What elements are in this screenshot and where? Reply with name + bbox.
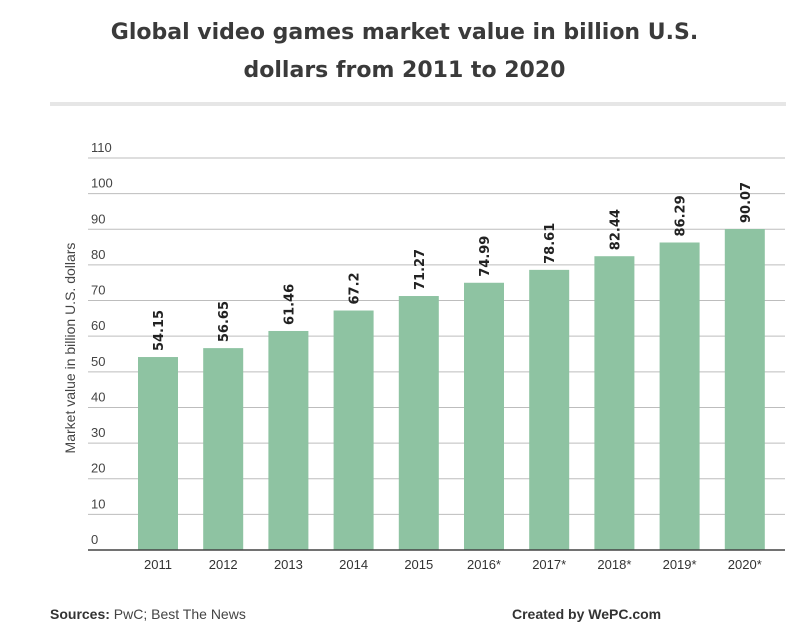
chart-title-line-2: dollars from 2011 to 2020 — [243, 58, 566, 83]
y-tick-label: 80 — [91, 247, 105, 262]
bar — [268, 330, 309, 550]
bar-value-label: 78.61 — [543, 223, 558, 264]
bar — [529, 269, 570, 550]
y-tick-label: 30 — [91, 425, 105, 440]
bar-value-label: 71.27 — [413, 249, 428, 290]
created-by-credit: Created by WePC.com — [512, 606, 662, 622]
sources-note: Sources: PwC; Best The News — [50, 606, 246, 622]
bar — [659, 242, 700, 550]
bar — [464, 282, 504, 550]
y-tick-label: 90 — [91, 211, 105, 226]
x-tick-label: 2014 — [339, 557, 368, 572]
y-tick-label: 100 — [91, 176, 113, 191]
x-tick-label: 2017* — [532, 557, 566, 572]
bar — [203, 348, 244, 550]
title-divider — [50, 102, 786, 106]
x-tick-label: 2016* — [467, 557, 501, 572]
bar-value-label: 82.44 — [608, 209, 623, 250]
y-tick-label: 50 — [91, 354, 105, 369]
x-tick-label: 2015 — [404, 557, 433, 572]
chart-title: Global video games market value in billi… — [0, 14, 809, 90]
y-tick-label: 0 — [91, 532, 98, 547]
bar-value-label: 74.99 — [478, 236, 493, 277]
bar — [724, 229, 765, 551]
sources-label: Sources: — [50, 606, 110, 622]
y-tick-label: 110 — [91, 140, 112, 155]
bar — [333, 310, 374, 550]
bar — [398, 296, 439, 550]
bar-value-label: 90.07 — [739, 182, 754, 223]
x-tick-label: 2019* — [663, 557, 697, 572]
y-tick-label: 40 — [91, 389, 105, 404]
x-tick-label: 2020* — [728, 557, 762, 572]
y-axis-title: Market value in billion U.S. dollars — [62, 243, 78, 454]
y-tick-label: 70 — [91, 283, 105, 298]
chart-title-line-1: Global video games market value in billi… — [110, 20, 699, 45]
x-tick-label: 2012 — [209, 557, 238, 572]
bar-value-label: 54.15 — [152, 310, 167, 351]
y-tick-label: 20 — [91, 461, 105, 476]
bar — [138, 357, 178, 550]
bar-value-label: 67.2 — [348, 272, 363, 304]
sources-text: PwC; Best The News — [109, 606, 246, 622]
x-tick-label: 2018* — [597, 557, 631, 572]
x-tick-label: 2013 — [274, 557, 303, 572]
bar-value-label: 56.65 — [217, 301, 232, 342]
y-tick-label: 60 — [91, 318, 105, 333]
x-tick-label: 2011 — [144, 557, 172, 572]
bar-value-label: 86.29 — [674, 195, 689, 236]
bar-value-label: 61.46 — [282, 284, 297, 325]
y-tick-label: 10 — [91, 496, 105, 511]
bar — [594, 256, 635, 550]
